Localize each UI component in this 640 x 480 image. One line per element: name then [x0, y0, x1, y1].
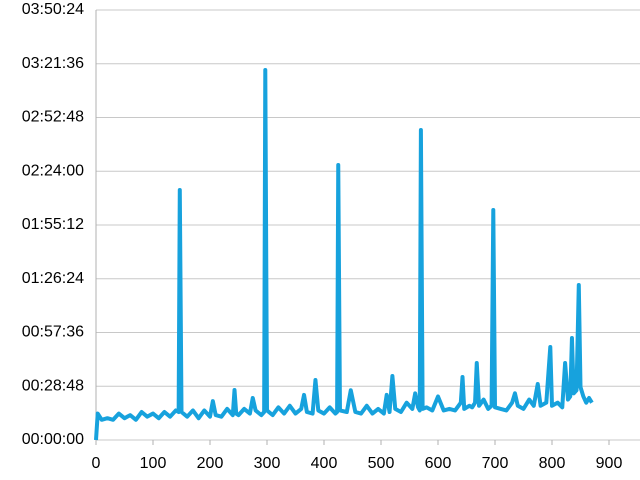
x-tick-label: 700 — [482, 455, 509, 472]
x-tick-label: 200 — [197, 455, 224, 472]
y-tick-label: 03:21:36 — [22, 55, 84, 72]
x-tick-label: 500 — [368, 455, 395, 472]
y-tick-label: 00:28:48 — [22, 377, 84, 394]
y-tick-label: 02:52:48 — [22, 109, 84, 126]
y-tick-label: 00:57:36 — [22, 324, 84, 341]
x-tick-label: 0 — [92, 455, 101, 472]
x-tick-label: 400 — [311, 455, 338, 472]
y-tick-label: 01:55:12 — [22, 216, 84, 233]
y-tick-label: 01:26:24 — [22, 270, 84, 287]
x-tick-label: 800 — [539, 455, 566, 472]
x-tick-label: 600 — [425, 455, 452, 472]
x-tick-label: 100 — [140, 455, 167, 472]
y-tick-label: 03:50:24 — [22, 1, 84, 18]
x-tick-label: 300 — [254, 455, 281, 472]
data-line — [94, 68, 594, 441]
y-tick-label: 02:24:00 — [22, 162, 84, 179]
y-tick-label: 00:00:00 — [22, 431, 84, 448]
x-tick-label: 900 — [596, 455, 623, 472]
